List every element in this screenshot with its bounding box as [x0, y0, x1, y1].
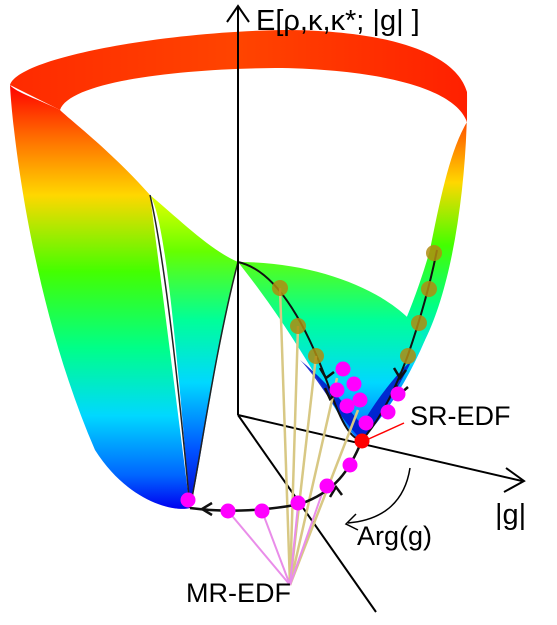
magnitude-axis-label: |g|	[495, 499, 526, 531]
projection-lines-pink	[227, 484, 326, 586]
surface-outer-wall-left	[10, 85, 190, 509]
projection-lines-tan	[278, 287, 360, 586]
phase-label: Arg(g)	[357, 521, 432, 551]
surface-edge-inner	[189, 261, 239, 509]
phase-arc	[347, 467, 411, 524]
surface-inner-section	[150, 195, 425, 508]
mr-label: MR-EDF	[186, 578, 291, 608]
arrowhead-icon	[503, 467, 526, 493]
surface-outer-wall	[10, 30, 467, 122]
mr-path	[189, 439, 364, 512]
arrowhead-icon	[344, 513, 359, 531]
arrowhead-icon	[226, 4, 250, 23]
olive-points	[272, 245, 442, 364]
sr-point	[354, 433, 370, 449]
surface-edge-left	[149, 194, 191, 509]
energy-axis-label: E[ρ,κ,κ*; |g| ]	[256, 5, 420, 37]
sr-label: SR-EDF	[410, 401, 511, 431]
mr-points	[180, 361, 406, 519]
